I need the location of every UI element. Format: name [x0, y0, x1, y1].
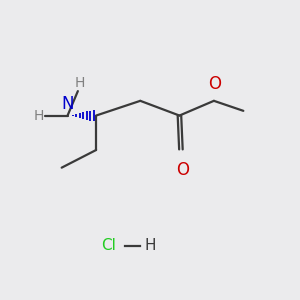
Text: O: O [176, 161, 189, 179]
Text: H: H [34, 109, 44, 122]
Text: H: H [144, 238, 156, 253]
Text: N: N [61, 94, 74, 112]
Text: O: O [208, 76, 221, 94]
Text: H: H [74, 76, 85, 90]
Text: Cl: Cl [101, 238, 116, 253]
